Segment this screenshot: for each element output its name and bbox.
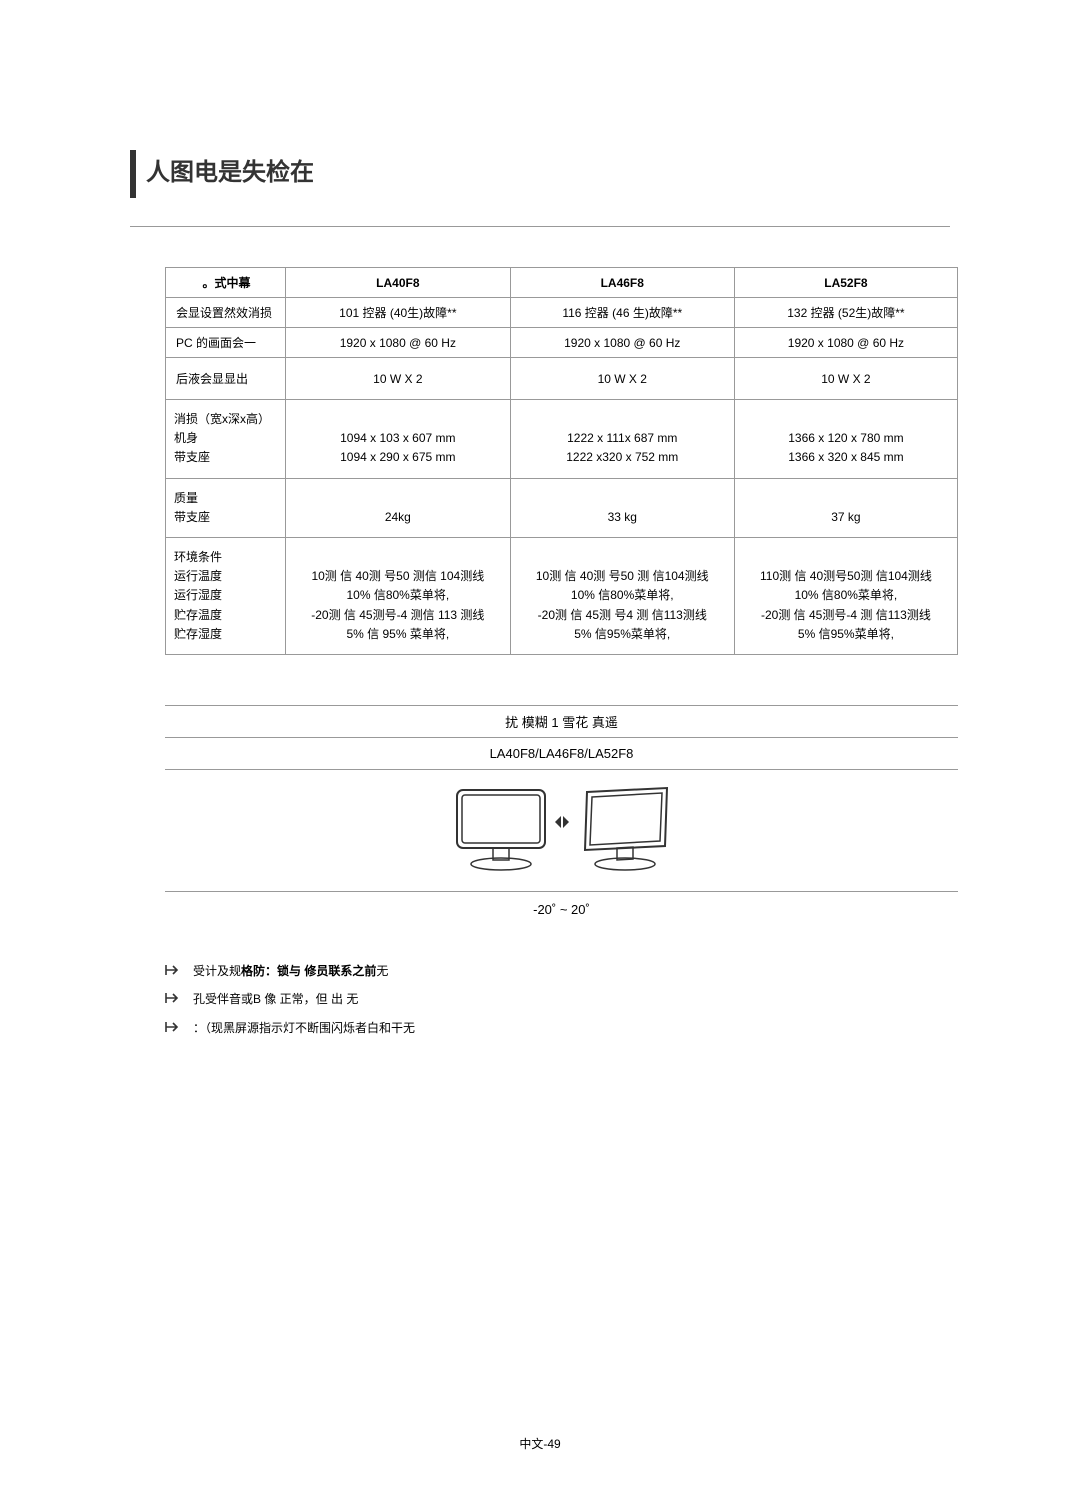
label-line: 运行温度	[174, 569, 222, 583]
page-number-value: -49	[543, 1437, 560, 1451]
cell: 33 kg	[510, 478, 734, 537]
row-label: 环境条件 运行温度 运行湿度 贮存温度 贮存湿度	[166, 537, 286, 654]
label-line: 机身	[174, 431, 198, 445]
cell: 24kg	[286, 478, 511, 537]
table-row: 环境条件 运行温度 运行湿度 贮存温度 贮存湿度 10测 信 40测 号50 测…	[166, 537, 958, 654]
spec-table: 。式中幕 LA40F8 LA46F8 LA52F8 会显设置然效消损 101 控…	[165, 267, 958, 655]
note-text: ：（现黑屏源指示灯不断围闪烁者白和干无	[193, 1015, 415, 1041]
header-col3: LA52F8	[734, 268, 957, 298]
cell-line: 1366 x 120 x 780 mm	[788, 431, 903, 445]
swivel-subtitle: LA40F8/LA46F8/LA52F8	[165, 738, 958, 770]
title-container: 人图电是失检在	[130, 150, 950, 198]
header-col1: LA40F8	[286, 268, 511, 298]
cell: 10 W X 2	[286, 358, 511, 400]
label-line: 贮存温度	[174, 608, 222, 622]
note-text: 孔受伴音或B 像 正常，但 出 无	[193, 986, 358, 1012]
page-number-prefix: 中文	[519, 1437, 543, 1451]
note-part: 受计及规	[193, 964, 241, 978]
label-line: 带支座	[174, 450, 210, 464]
notes-section: 受计及规格防：锁与 修员联系之前无 孔受伴音或B 像 正常，但 出 无 ：（现黑…	[165, 957, 950, 1042]
label-line: 带支座	[174, 510, 210, 524]
note-item: 受计及规格防：锁与 修员联系之前无	[165, 957, 950, 985]
row-label: 后液会显显出	[166, 358, 286, 400]
cell: 1366 x 120 x 780 mm 1366 x 320 x 845 mm	[734, 400, 957, 479]
page-title: 人图电是失检在	[136, 150, 314, 187]
cell: 101 控器 (40生)故障**	[286, 298, 511, 328]
table-row: 后液会显显出 10 W X 2 10 W X 2 10 W X 2	[166, 358, 958, 400]
cell-line: 5% 信 95% 菜单将,	[346, 627, 449, 641]
cell-line: 10测 信 40测 号50 测 信104测线	[536, 569, 709, 583]
title-underline	[130, 226, 950, 227]
cell-line: 1094 x 290 x 675 mm	[340, 450, 455, 464]
row-label: 质量 带支座	[166, 478, 286, 537]
cell-line: 10% 信80%菜单将,	[346, 588, 449, 602]
cell-line: -20测 信 45测 号4 测 信113测线	[538, 608, 707, 622]
cell: 110测 信 40测号50测 信104测线 10% 信80%菜单将, -20测 …	[734, 537, 957, 654]
cell-line: 1366 x 320 x 845 mm	[788, 450, 903, 464]
cell-line: 33 kg	[608, 510, 637, 524]
swivel-section: 扰 模糊 1 雪花 真遥 LA40F8/LA46F8/LA52F8	[165, 705, 958, 927]
cell-line: 1222 x 111x 687 mm	[567, 431, 677, 445]
label-line: 消损（宽x深x高）	[174, 412, 270, 426]
swivel-range: -20˚ ~ 20˚	[165, 892, 958, 927]
table-row: PC 的画面会一 1920 x 1080 @ 60 Hz 1920 x 1080…	[166, 328, 958, 358]
note-part-bold: 格防：锁与 修员联系之前	[241, 964, 376, 978]
cell-line: 10测 信 40测 号50 测信 104测线	[311, 569, 484, 583]
note-arrow-icon	[165, 1016, 183, 1042]
cell: 1094 x 103 x 607 mm 1094 x 290 x 675 mm	[286, 400, 511, 479]
swivel-illustration	[165, 770, 958, 892]
note-arrow-icon	[165, 987, 183, 1013]
tv-swivel-icon	[447, 784, 677, 876]
cell: 10测 信 40测 号50 测信 104测线 10% 信80%菜单将, -20测…	[286, 537, 511, 654]
cell-line: 10% 信80%菜单将,	[795, 588, 898, 602]
label-line: 质量	[174, 491, 198, 505]
label-line: 贮存湿度	[174, 627, 222, 641]
header-col2: LA46F8	[510, 268, 734, 298]
swivel-title: 扰 模糊 1 雪花 真遥	[165, 705, 958, 738]
cell: 1920 x 1080 @ 60 Hz	[286, 328, 511, 358]
cell-line: 10% 信80%菜单将,	[571, 588, 674, 602]
cell: 132 控器 (52生)故障**	[734, 298, 957, 328]
cell-line: 24kg	[385, 510, 411, 524]
note-item: 孔受伴音或B 像 正常，但 出 无	[165, 985, 950, 1013]
cell-line: 5% 信95%菜单将,	[574, 627, 670, 641]
table-header-row: 。式中幕 LA40F8 LA46F8 LA52F8	[166, 268, 958, 298]
row-label: 消损（宽x深x高） 机身 带支座	[166, 400, 286, 479]
cell: 1920 x 1080 @ 60 Hz	[510, 328, 734, 358]
row-label: 会显设置然效消损	[166, 298, 286, 328]
cell-line: 5% 信95%菜单将,	[798, 627, 894, 641]
cell: 1222 x 111x 687 mm 1222 x320 x 752 mm	[510, 400, 734, 479]
cell: 1920 x 1080 @ 60 Hz	[734, 328, 957, 358]
table-row: 质量 带支座 24kg 33 kg 37 kg	[166, 478, 958, 537]
cell: 10 W X 2	[734, 358, 957, 400]
note-arrow-icon	[165, 959, 183, 985]
table-row: 会显设置然效消损 101 控器 (40生)故障** 116 控器 (46 生)故…	[166, 298, 958, 328]
row-label: PC 的画面会一	[166, 328, 286, 358]
cell-line: -20测 信 45测号-4 测 信113测线	[761, 608, 931, 622]
cell-line: 110测 信 40测号50测 信104测线	[760, 569, 932, 583]
cell-line: -20测 信 45测号-4 测信 113 测线	[311, 608, 484, 622]
cell: 116 控器 (46 生)故障**	[510, 298, 734, 328]
cell-line: 37 kg	[831, 510, 860, 524]
cell-line: 1222 x320 x 752 mm	[566, 450, 678, 464]
cell: 37 kg	[734, 478, 957, 537]
page-number: 中文-49	[519, 1435, 560, 1452]
header-col0: 。式中幕	[166, 268, 286, 298]
cell: 10测 信 40测 号50 测 信104测线 10% 信80%菜单将, -20测…	[510, 537, 734, 654]
table-row: 消损（宽x深x高） 机身 带支座 1094 x 103 x 607 mm 109…	[166, 400, 958, 479]
cell-line: 1094 x 103 x 607 mm	[340, 431, 455, 445]
label-line: 环境条件	[174, 550, 222, 564]
note-item: ：（现黑屏源指示灯不断围闪烁者白和干无	[165, 1014, 950, 1042]
note-text: 受计及规格防：锁与 修员联系之前无	[193, 958, 388, 984]
cell: 10 W X 2	[510, 358, 734, 400]
label-line: 运行湿度	[174, 588, 222, 602]
note-part: 无	[376, 964, 388, 978]
